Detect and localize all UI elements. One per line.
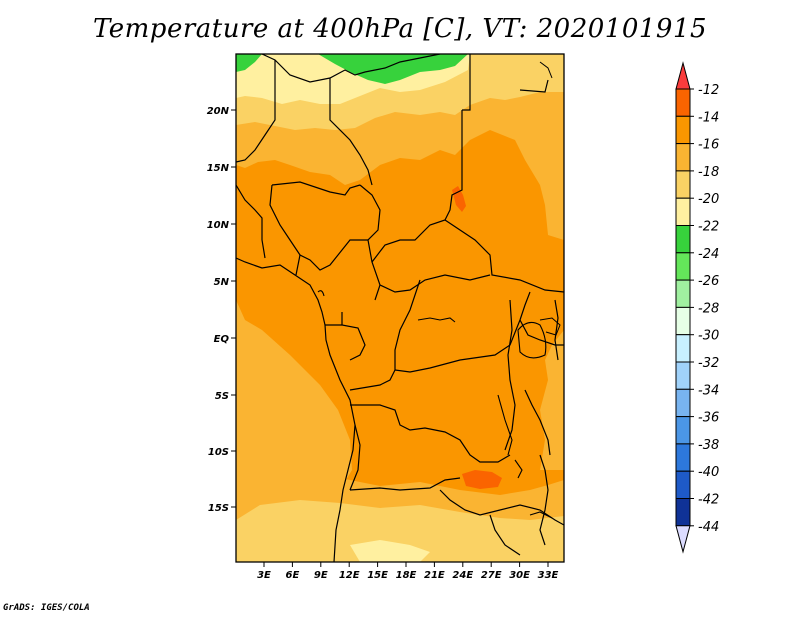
red-sea-coast — [539, 61, 553, 79]
latitude-axis: 20N 15N 10N 5N EQ 5S 10S 15S — [207, 106, 236, 514]
colorbar-swatch — [675, 279, 691, 308]
colorbar-label: -22 — [698, 220, 719, 235]
colorbar-bottom-triangle — [675, 525, 691, 554]
colorbar-swatch — [675, 388, 691, 418]
lon-tick-label: 12E — [339, 570, 360, 581]
colorbar-swatch — [675, 416, 691, 445]
colorbar-label: -30 — [698, 329, 719, 344]
lat-tick-label: 15S — [208, 503, 229, 514]
lat-tick-label: 5N — [214, 277, 230, 288]
chart-title: Temperature at 400hPa [C], VT: 202010191… — [92, 14, 708, 44]
lon-tick-label: 33E — [538, 570, 559, 581]
lon-tick-label: 18E — [396, 570, 417, 581]
lon-tick-label: 15E — [367, 570, 388, 581]
lat-tick-label: 10S — [208, 447, 229, 458]
lat-tick-label: EQ — [214, 334, 230, 345]
temp-fill-west-16 — [236, 300, 352, 500]
temp-fill-hotspot-south — [462, 470, 502, 489]
lat-tick-label: 5S — [215, 391, 229, 402]
colorbar-label: -24 — [698, 247, 719, 262]
colorbar-label: -16 — [698, 138, 719, 153]
longitude-axis: 3E 6E 9E 12E 15E 18E 21E 24E 27E 30E 33E — [257, 562, 559, 581]
colorbar-label: -36 — [698, 411, 719, 426]
temp-fill-south-20 — [236, 500, 564, 562]
lon-tick-label: 30E — [509, 570, 530, 581]
lon-tick-label: 27E — [481, 570, 502, 581]
lon-tick-label: 3E — [257, 570, 271, 581]
colorbar-label: -42 — [698, 493, 719, 508]
colorbar-swatch — [675, 334, 691, 363]
colorbar-label: -12 — [698, 83, 719, 98]
temp-fill-south-pale — [350, 540, 430, 562]
colorbar: -12 -14 -16 -18 -20 -22 -24 -26 -28 -30 -32 -34 -36 -… — [675, 61, 719, 554]
lon-tick-label: 21E — [424, 570, 445, 581]
colorbar-swatch — [675, 170, 691, 199]
temperature-map — [236, 54, 564, 562]
colorbar-swatch — [675, 498, 691, 527]
colorbar-swatch — [675, 361, 691, 390]
colorbar-swatch — [675, 143, 691, 172]
colorbar-label: -14 — [698, 110, 719, 125]
colorbar-swatch — [675, 252, 691, 281]
colorbar-swatch — [675, 306, 691, 336]
credit-text: GrADS: IGES/COLA — [3, 603, 90, 613]
colorbar-top-triangle — [675, 61, 691, 90]
lon-tick-label: 24E — [452, 570, 473, 581]
colorbar-label: -44 — [698, 520, 719, 535]
temp-fill-north-22 — [236, 54, 468, 84]
lat-tick-label: 10N — [207, 220, 230, 231]
colorbar-swatch — [675, 470, 691, 500]
colorbar-label: -38 — [698, 438, 719, 453]
colorbar-label: -40 — [698, 465, 719, 480]
lake-victoria — [539, 317, 561, 336]
colorbar-swatch — [675, 443, 691, 472]
colorbar-swatch — [675, 115, 691, 145]
lon-tick-label: 6E — [286, 570, 300, 581]
temp-fill-hotspot-north — [452, 186, 466, 212]
colorbar-swatch — [675, 88, 691, 117]
colorbar-label: -28 — [698, 301, 719, 316]
lat-tick-label: 15N — [207, 163, 230, 174]
lakes — [317, 290, 553, 519]
colorbar-swatch — [675, 225, 691, 254]
lon-tick-label: 9E — [314, 570, 328, 581]
lat-tick-label: 20N — [207, 106, 230, 117]
colorbar-label: -34 — [698, 383, 719, 398]
colorbar-label: -32 — [698, 356, 719, 371]
colorbar-label: -26 — [698, 274, 719, 289]
map-frame — [235, 53, 565, 563]
colorbar-label: -18 — [698, 165, 719, 180]
colorbar-swatch — [675, 197, 691, 226]
colorbar-label: -20 — [698, 192, 719, 207]
